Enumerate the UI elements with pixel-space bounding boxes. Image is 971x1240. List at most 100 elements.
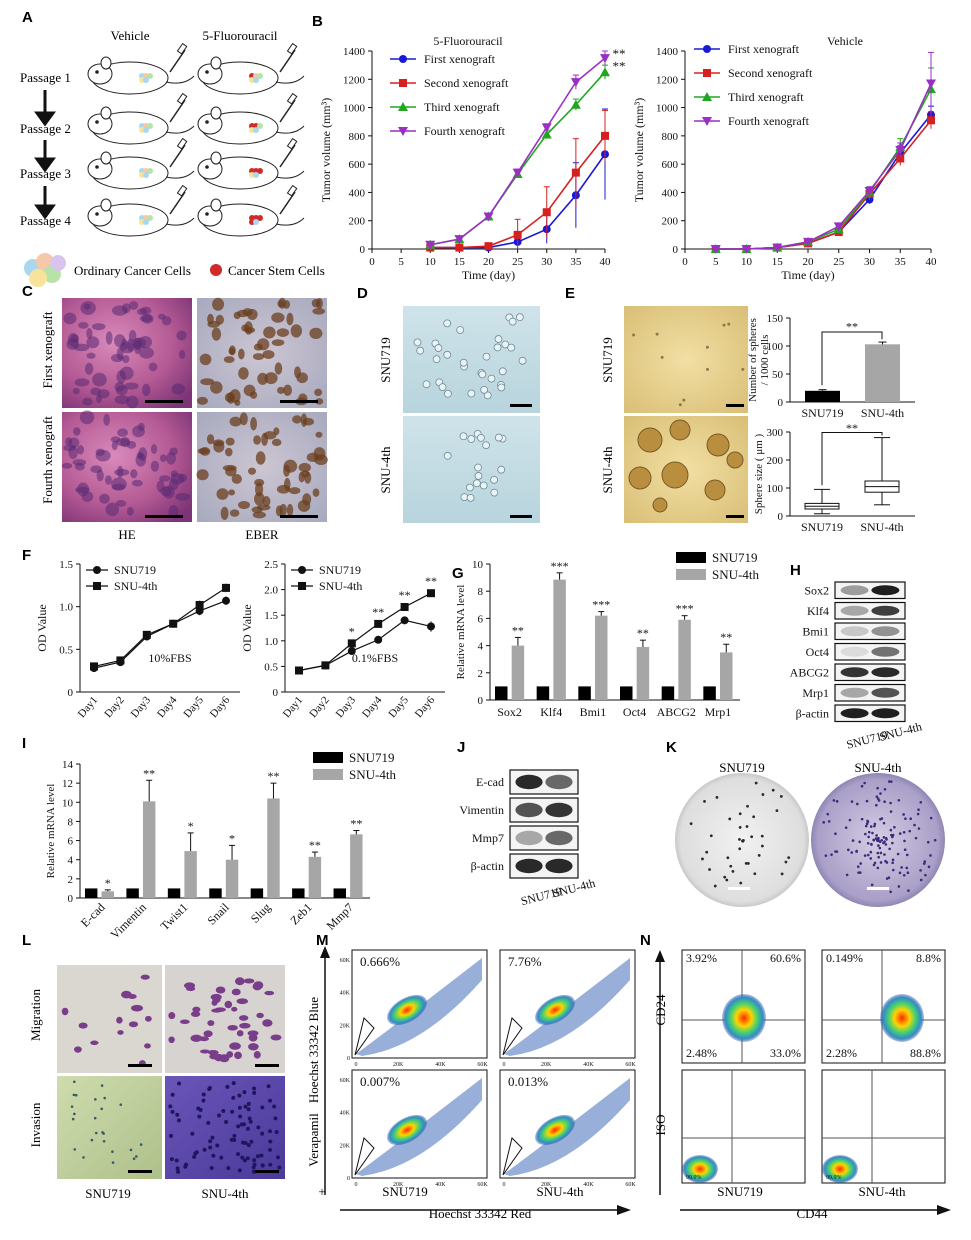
- migrated-cell: [239, 1022, 251, 1029]
- invaded-cell: [252, 1090, 257, 1095]
- x-tick-label: ABCG2: [657, 705, 696, 719]
- x-tick-label: Day5: [386, 694, 411, 720]
- colony-dot: [876, 786, 879, 790]
- y-tick-label: 0: [68, 687, 74, 699]
- l-dots: [61, 974, 282, 1174]
- colony-dot: [739, 881, 743, 885]
- colony-dot: [851, 839, 855, 842]
- x-tick-label: Day4: [360, 694, 385, 720]
- colony-dot: [889, 801, 892, 805]
- flow-y-tick: 40K: [340, 1111, 351, 1117]
- data-point: [833, 222, 844, 232]
- western-blot-h: Sox2Klf4Bmi1Oct4ABCG2Mrp1β-actinSNU719SN…: [790, 581, 923, 752]
- panel-label-c: C: [22, 283, 33, 300]
- blot-band: [515, 830, 543, 846]
- significance-label: **: [613, 59, 626, 74]
- small-cell: [678, 403, 682, 407]
- invaded-cell: [207, 1085, 212, 1090]
- colony-dot: [889, 780, 893, 783]
- x-tick-label: Vimentin: [108, 900, 149, 941]
- invaded-cell: [170, 1109, 175, 1114]
- invaded-cell: [73, 1080, 76, 1084]
- blot-band: [871, 626, 900, 637]
- blot-band: [515, 774, 543, 790]
- col-label-5fu: 5-Fluorouracil: [202, 28, 277, 43]
- mouse-1-vehicle: [87, 42, 195, 95]
- x-tick-label: Twist1: [158, 900, 191, 933]
- mouse-ear: [210, 106, 222, 120]
- colony-dot: [859, 862, 863, 865]
- nucleus: [169, 478, 179, 491]
- bar-mrp1-snu-4th: [720, 652, 733, 700]
- stained-nucleus: [297, 499, 311, 512]
- invaded-cell: [231, 1095, 236, 1100]
- tumor-cluster: [249, 168, 263, 178]
- invaded-cell: [102, 1139, 106, 1143]
- series-line: [298, 592, 432, 672]
- colony-dot: [729, 864, 733, 868]
- invaded-cell: [240, 1155, 245, 1160]
- stained-nucleus: [229, 389, 241, 403]
- mouse-ear: [210, 151, 222, 165]
- migrated-cell: [227, 1024, 238, 1031]
- bar-snail-snu-4th: [225, 859, 239, 898]
- c-scale-bars: [145, 400, 318, 518]
- sphere: [704, 479, 726, 501]
- y-tick-label: 10: [62, 797, 74, 809]
- colony-dot: [844, 826, 848, 829]
- legend-ordinary: Ordinary Cancer Cells: [74, 263, 191, 278]
- significance-label: ***: [551, 559, 569, 573]
- x-tick-label: 0: [369, 256, 375, 268]
- colony-dot: [916, 812, 920, 816]
- series-first-xenograft: [711, 105, 935, 253]
- y-tick-label: 4: [68, 855, 74, 867]
- passage-label-1: Passage 1: [20, 70, 71, 85]
- data-point: [374, 619, 383, 628]
- invaded-cell: [206, 1120, 211, 1125]
- x-tick-label: 10: [425, 256, 437, 268]
- x-tick-label: 5: [398, 256, 404, 268]
- nucleus: [72, 459, 87, 466]
- flow-x-tick: 0: [503, 1182, 506, 1188]
- nucleus: [84, 362, 94, 375]
- colony-dot: [723, 875, 727, 879]
- colony-dot: [705, 850, 709, 854]
- x-tick-label: Day6: [413, 694, 438, 720]
- migrated-cell: [229, 1042, 241, 1050]
- data-point: [400, 603, 409, 612]
- colony-dot: [902, 830, 906, 834]
- m-col-1: SNU719: [382, 1184, 428, 1199]
- cell: [472, 479, 481, 488]
- invaded-cell: [168, 1104, 173, 1109]
- legend-marker: [93, 582, 101, 590]
- blot-band: [545, 774, 573, 790]
- invaded-cell: [252, 1158, 257, 1163]
- d-row-2: SNU-4th: [378, 446, 393, 493]
- colony-dot: [898, 832, 902, 835]
- x-tick-label: 10: [741, 256, 753, 268]
- mouse-ear: [210, 56, 222, 70]
- colony-dot: [775, 809, 779, 813]
- migrated-cell: [168, 1012, 176, 1020]
- k-col-1: SNU719: [719, 760, 765, 775]
- y-tick-label: 400: [349, 187, 366, 199]
- stained-nucleus: [250, 417, 258, 431]
- data-point: [425, 240, 436, 250]
- stained-nucleus: [244, 327, 256, 334]
- invaded-cell: [260, 1105, 265, 1110]
- migrated-cell: [256, 1012, 264, 1019]
- y-tick-label: 0: [478, 695, 484, 707]
- stained-nucleus: [276, 484, 291, 494]
- colony-dot: [906, 871, 910, 875]
- flow-hotspot: [535, 1114, 575, 1146]
- cell: [466, 493, 475, 502]
- stained-nucleus: [263, 326, 276, 339]
- stained-nucleus: [261, 432, 268, 446]
- bar-mrp1-snu719: [703, 686, 716, 700]
- blot-band: [840, 585, 869, 596]
- flow-y-tick: 20K: [340, 1143, 351, 1149]
- colony-dot: [738, 837, 741, 841]
- legend-label: SNU719: [712, 550, 758, 565]
- y-axis-label: OD Value: [240, 604, 254, 651]
- colony-dot: [889, 810, 893, 813]
